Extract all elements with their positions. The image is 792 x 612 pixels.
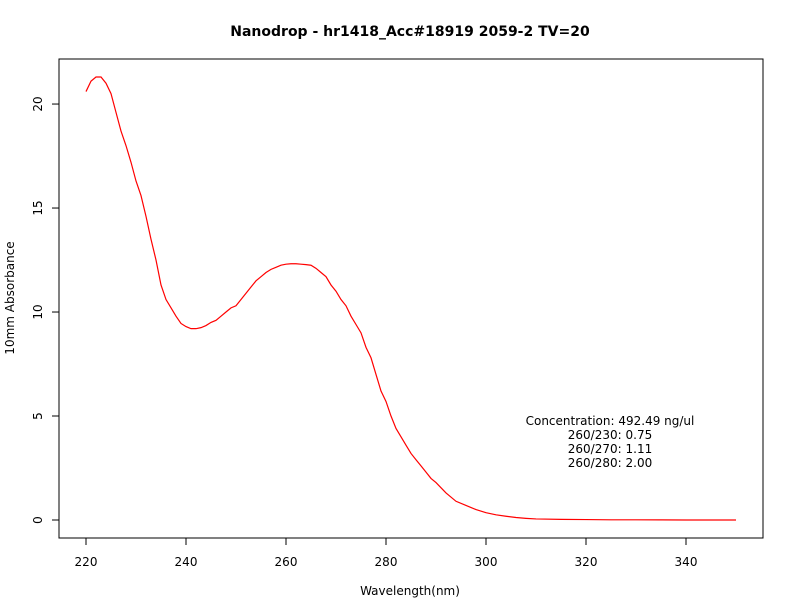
x-tick-label: 320 xyxy=(575,555,598,569)
y-tick-label: 15 xyxy=(31,200,45,215)
y-axis-label: 10mm Absorbance xyxy=(3,241,17,354)
absorbance-series-line xyxy=(85,76,736,521)
x-tick-label: 300 xyxy=(475,555,498,569)
y-tick-label: 5 xyxy=(31,412,45,420)
annotation-line: 260/280: 2.00 xyxy=(568,456,652,470)
y-tick-label: 20 xyxy=(31,96,45,111)
x-axis-label: Wavelength(nm) xyxy=(360,584,460,598)
y-axis: 0 5 10 15 20 xyxy=(31,96,59,524)
chart-title: Nanodrop - hr1418_Acc#18919 2059-2 TV=20 xyxy=(230,24,590,40)
y-tick-label: 10 xyxy=(31,304,45,319)
x-tick-label: 340 xyxy=(675,555,698,569)
x-tick-label: 280 xyxy=(375,555,398,569)
annotation-line: 260/230: 0.75 xyxy=(568,428,652,442)
x-axis: 220 240 260 280 300 320 340 xyxy=(75,538,698,569)
plot-frame xyxy=(58,58,764,539)
x-tick-label: 240 xyxy=(175,555,198,569)
y-tick-label: 0 xyxy=(31,516,45,524)
x-tick-label: 220 xyxy=(75,555,98,569)
x-tick-label: 260 xyxy=(275,555,298,569)
annotation-line: 260/270: 1.11 xyxy=(568,442,652,456)
annotation-line: Concentration: 492.49 ng/ul xyxy=(526,414,695,428)
